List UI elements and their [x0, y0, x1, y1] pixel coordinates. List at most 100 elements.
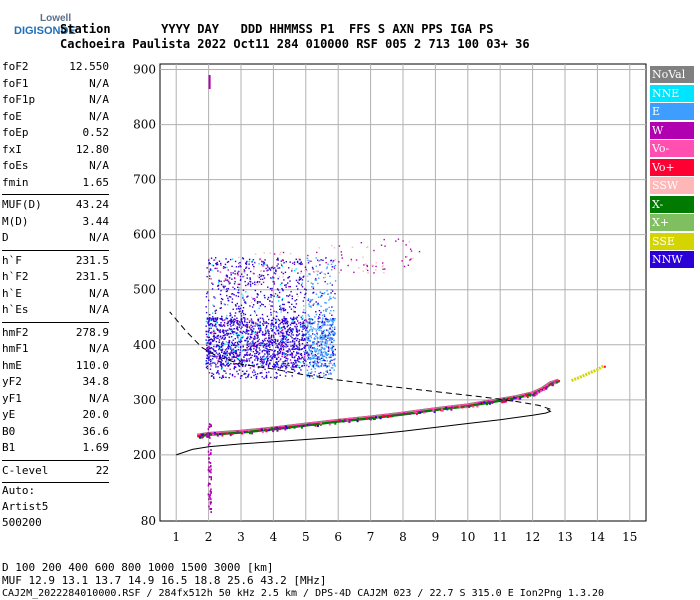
spread-f-point [208, 313, 211, 316]
x-tick-label: 1 [172, 530, 180, 544]
spread-f-point [302, 321, 305, 323]
spread-f-point [308, 273, 310, 275]
param-value: N/A [89, 303, 109, 316]
spread-f-point [256, 300, 259, 303]
spread-f-point [210, 347, 213, 349]
param-name: M(D) [2, 214, 29, 228]
spread-f-point [220, 301, 222, 303]
param-name: C-level [2, 463, 49, 477]
spread-f-point [274, 368, 276, 370]
spread-f-point [251, 296, 253, 299]
spread-f-point [334, 358, 336, 360]
spread-f-point [239, 324, 241, 326]
scatter-point [274, 273, 277, 275]
spread-f-point [261, 339, 264, 342]
scatter-point [227, 280, 229, 282]
spread-f-point [291, 362, 293, 364]
spread-f-point [334, 365, 336, 367]
spread-f-point [242, 345, 244, 347]
spread-f-point [285, 330, 288, 333]
spread-f-point [240, 320, 243, 322]
spread-f-point [231, 265, 233, 268]
o-trace-point [262, 428, 265, 431]
spread-f-point [276, 363, 278, 365]
spread-f-point [307, 373, 310, 375]
spike-point [210, 507, 213, 510]
spread-f-point [319, 272, 321, 274]
spread-f-point [277, 296, 280, 298]
spread-f-point [279, 350, 282, 353]
spread-f-point [263, 360, 265, 362]
spread-f-point [331, 266, 334, 268]
spread-f-point [293, 269, 296, 272]
spread-f-point [246, 326, 249, 329]
spread-f-point [227, 299, 230, 302]
spread-f-point [322, 317, 324, 319]
spread-f-point [318, 366, 320, 368]
o-trace-point [334, 422, 337, 425]
spread-f-point [274, 269, 277, 271]
spread-f-point [207, 334, 210, 336]
spread-f-point [225, 352, 227, 354]
spread-f-point [233, 318, 236, 320]
spread-f-point [242, 324, 245, 326]
x-tick-label: 15 [622, 530, 637, 544]
spread-f-point [247, 349, 249, 351]
scatter-point [338, 245, 341, 247]
spike-point [209, 493, 211, 496]
spread-f-point [281, 318, 283, 321]
spread-f-point [314, 279, 317, 281]
spread-f-point [290, 345, 292, 347]
scatter-point [243, 275, 246, 277]
spread-f-point [238, 308, 241, 310]
spread-f-point [252, 350, 255, 353]
spread-f-point [265, 322, 268, 324]
spread-f-point [281, 265, 284, 267]
spread-f-point [317, 302, 319, 305]
spread-f-point [239, 330, 242, 332]
param-value: 22 [95, 463, 109, 477]
spread-f-point [214, 317, 217, 319]
spread-f-point [268, 340, 270, 343]
spread-f-point [234, 356, 236, 359]
spread-f-point [287, 349, 289, 352]
x-tick-label: 4 [270, 530, 278, 544]
spread-f-point [297, 295, 299, 298]
spread-f-point [254, 335, 256, 337]
scatter-point [244, 272, 246, 274]
spread-f-point [217, 285, 219, 287]
spread-f-point [248, 354, 250, 356]
spread-f-point [315, 357, 317, 360]
spread-f-point [232, 353, 235, 356]
spread-f-point [210, 257, 213, 259]
spread-f-point [234, 281, 236, 283]
spread-f-point [303, 356, 306, 358]
spread-f-point [227, 329, 229, 331]
spread-f-point [320, 321, 322, 323]
spread-f-point [256, 340, 259, 343]
spread-f-point [208, 359, 210, 362]
spread-f-point [252, 337, 255, 340]
spread-f-point [246, 321, 248, 324]
spread-f-point [308, 346, 310, 348]
spread-f-point [307, 356, 310, 359]
o-trace-point [284, 428, 287, 431]
spread-f-point [206, 275, 208, 278]
spread-f-point [241, 337, 243, 339]
spread-f-point [331, 364, 334, 367]
spread-f-point [240, 327, 242, 330]
spread-f-point [216, 363, 218, 365]
spread-f-point [210, 323, 212, 325]
o-trace-point [379, 417, 382, 420]
spread-f-point [293, 263, 296, 265]
spread-f-point [293, 344, 295, 346]
param-value: 231.5 [75, 253, 109, 267]
o-trace-point [305, 424, 308, 427]
spread-f-point [291, 368, 293, 370]
spread-f-point [205, 366, 208, 368]
spread-f-point [273, 351, 275, 353]
spread-f-point [301, 342, 304, 345]
spread-f-point [318, 260, 321, 262]
spread-f-point [260, 329, 262, 332]
spread-f-point [227, 260, 230, 263]
